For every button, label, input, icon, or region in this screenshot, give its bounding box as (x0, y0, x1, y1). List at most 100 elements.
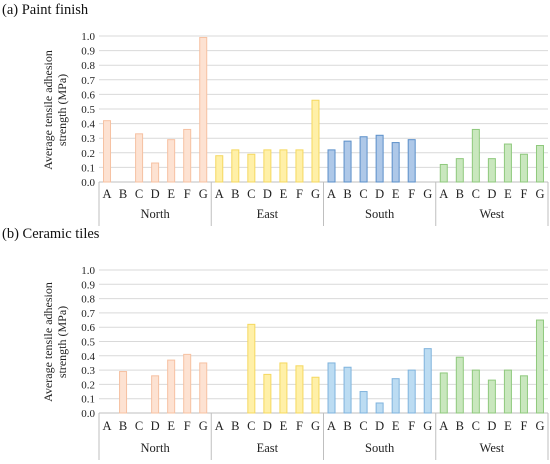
bar-north-A (103, 120, 112, 183)
bar-south-F (407, 369, 416, 414)
bar-west-C (471, 369, 480, 414)
bar-east-F (295, 365, 304, 414)
bar-east-C (247, 153, 256, 183)
x-category-label: G (311, 419, 320, 433)
x-category-label: B (119, 187, 127, 201)
y-tick-label: 0.4 (81, 119, 95, 131)
x-category-label: D (375, 419, 384, 433)
y-tick-label: 0.8 (81, 294, 95, 306)
bar-east-D (263, 149, 272, 183)
x-group-label-east: East (257, 441, 279, 455)
x-category-label: F (408, 187, 415, 201)
y-tick-label: 1.0 (81, 265, 95, 277)
y-tick-label: 0.2 (81, 379, 95, 391)
y-tick-label: 0.1 (81, 394, 95, 406)
bar-north-E (167, 359, 176, 414)
bar-north-G (199, 36, 208, 183)
y-tick-label: 0.3 (81, 365, 95, 377)
bar-west-B (455, 158, 464, 183)
bar-south-D (375, 402, 384, 414)
y-axis-label: Average tensile adhesionstrength (MPa) (41, 50, 69, 170)
x-category-label: A (439, 419, 448, 433)
y-axis-label: Average tensile adhesionstrength (MPa) (41, 282, 69, 402)
x-category-label: G (423, 187, 432, 201)
y-tick-label: 0.3 (81, 133, 95, 145)
bar-north-D (151, 375, 160, 414)
x-category-label: E (504, 187, 512, 201)
bar-south-A (327, 149, 336, 183)
bar-south-E (391, 378, 400, 414)
bar-south-F (407, 139, 416, 183)
bar-north-E (167, 139, 176, 183)
bar-south-B (343, 140, 352, 183)
x-category-label: E (280, 419, 288, 433)
x-category-label: F (184, 419, 191, 433)
bar-west-F (519, 153, 528, 183)
x-category-label: E (167, 419, 175, 433)
y-tick-label: 0.9 (81, 279, 95, 291)
bar-west-B (455, 356, 464, 414)
bar-west-G (535, 145, 544, 183)
bar-east-F (295, 149, 304, 183)
x-category-label: G (423, 419, 432, 433)
y-tick-label: 0.7 (81, 308, 95, 320)
x-category-label: B (231, 419, 239, 433)
x-category-label: B (343, 187, 351, 201)
bar-north-C (135, 133, 144, 183)
x-category-label: A (103, 419, 112, 433)
y-tick-label: 0.5 (81, 104, 95, 116)
y-tick-label: 0.9 (81, 46, 95, 58)
y-tick-label: 0.4 (81, 351, 95, 363)
y-tick-label: 0.8 (81, 60, 95, 72)
bar-west-E (503, 143, 512, 183)
chart-paint-finish: 0.0 0.1 0.2 0.3 0.4 0.5 0.6 0.7 0.8 0.9 1.0 Average… (41, 31, 549, 226)
x-category-label: B (456, 187, 464, 201)
bar-east-D (263, 373, 272, 414)
bar-west-E (503, 369, 512, 414)
x-category-label: F (296, 187, 303, 201)
x-category-label: G (311, 187, 320, 201)
x-group-label-north: North (141, 441, 171, 455)
bar-east-B (231, 149, 240, 183)
x-category-label: E (504, 419, 512, 433)
x-group-label-south: South (365, 207, 395, 221)
x-category-label: G (199, 419, 208, 433)
x-category-label: F (296, 419, 303, 433)
bar-south-E (391, 142, 400, 183)
bar-south-G (423, 348, 432, 414)
y-tick-label: 0.7 (81, 75, 95, 87)
bar-west-A (439, 372, 448, 414)
x-group-label-south: South (365, 441, 395, 455)
x-category-label: A (215, 187, 224, 201)
x-category-label: D (375, 187, 384, 201)
bar-south-C (359, 136, 368, 183)
y-tick-label: 0.2 (81, 148, 95, 160)
x-category-label: E (167, 187, 175, 201)
y-tick-label: 0.0 (81, 177, 95, 189)
bar-east-E (279, 362, 288, 414)
panel-title-paint-finish: (a) Paint finish (2, 2, 89, 18)
x-category-label: E (280, 187, 288, 201)
bar-west-F (519, 375, 528, 414)
x-category-label: D (263, 187, 272, 201)
bar-east-C (247, 323, 256, 414)
y-tick-label: 0.1 (81, 162, 95, 174)
panel-title-ceramic-tiles: (b) Ceramic tiles (2, 226, 100, 242)
x-category-label: D (263, 419, 272, 433)
x-category-label: F (520, 419, 527, 433)
bar-east-G (311, 99, 320, 183)
x-category-label: F (408, 419, 415, 433)
x-category-label: C (472, 187, 480, 201)
y-tick-label: 0.0 (81, 408, 95, 420)
bar-east-A (215, 155, 224, 183)
x-category-label: C (247, 187, 255, 201)
x-category-label: F (520, 187, 527, 201)
y-tick-label: 1.0 (81, 31, 95, 43)
bar-west-D (487, 379, 496, 414)
bar-south-B (343, 366, 352, 414)
bar-north-B (119, 371, 128, 414)
x-category-label: A (327, 187, 336, 201)
x-group-label-east: East (257, 207, 279, 221)
bar-east-G (311, 376, 320, 414)
bar-south-A (327, 362, 336, 414)
